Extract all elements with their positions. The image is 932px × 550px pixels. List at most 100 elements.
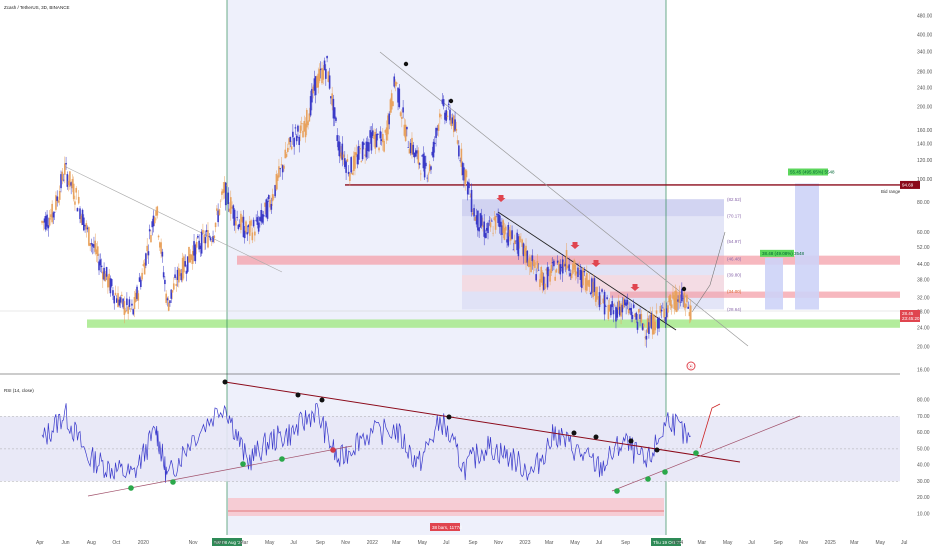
candle-body (264, 202, 266, 207)
alert-icon[interactable] (686, 361, 696, 371)
sell-arrow-3[interactable] (630, 284, 640, 291)
candle-body (123, 301, 126, 315)
rsi-peak-dot-2[interactable] (319, 397, 325, 403)
candle-body (648, 322, 650, 334)
rsi-peak-dot-3[interactable] (446, 414, 452, 420)
date-badge[interactable] (212, 538, 242, 546)
rsi-peak-dot-1[interactable] (295, 392, 301, 398)
candle-body (441, 99, 444, 104)
rsi-peak-dot-0[interactable] (222, 379, 228, 385)
candle-body (499, 221, 502, 227)
rsi-peak-dot-4[interactable] (571, 430, 577, 436)
target-box-1[interactable] (765, 257, 783, 310)
candle-body (232, 205, 235, 219)
pivot-dot-1[interactable] (448, 98, 454, 104)
candle-body (333, 107, 336, 119)
rsi-trough-dot-5[interactable] (645, 476, 651, 482)
rsi-trough-dot-0[interactable] (128, 485, 134, 491)
rsi-trough-dot-2[interactable] (240, 461, 246, 467)
sell-arrow-1[interactable] (570, 242, 580, 249)
rsi-tick: 70.00 (917, 414, 930, 420)
candle-body (164, 279, 166, 285)
target-box-2[interactable] (795, 183, 819, 310)
candle-body (317, 73, 320, 88)
rsi-trough-dot-1[interactable] (170, 479, 176, 485)
price-axis[interactable] (900, 0, 932, 535)
x-tick: Aug (87, 540, 96, 546)
candle-body (185, 270, 188, 274)
candle-body (508, 229, 511, 237)
rsi-range-box[interactable] (228, 498, 664, 516)
rsi-tick: 60.00 (917, 430, 930, 436)
rsi-trend-down[interactable] (224, 381, 741, 463)
candle-body (484, 233, 487, 238)
rsi-peak-dot-5[interactable] (593, 434, 599, 440)
candle-body (62, 179, 65, 181)
candle-body (496, 213, 498, 215)
candle-body (545, 268, 548, 271)
price-tick: 240.00 (917, 86, 932, 92)
candle-body (210, 241, 213, 242)
candle-body (76, 208, 79, 212)
candle-body (42, 221, 45, 223)
candle-body (602, 298, 605, 304)
resistance-zone[interactable] (237, 255, 900, 265)
price-tick: 24.00 (917, 325, 930, 331)
candle-body (224, 182, 227, 206)
target-label-1[interactable] (760, 249, 794, 257)
level-badge[interactable] (900, 180, 920, 189)
candle-body (70, 182, 72, 186)
candle-body (399, 112, 402, 116)
candle-body (56, 196, 59, 202)
candle-body (574, 264, 577, 276)
rsi-title: RSI (14, close) (4, 388, 34, 393)
date-badge[interactable] (651, 538, 681, 546)
rsi-trough-dot-4[interactable] (614, 488, 620, 494)
candle-body (162, 272, 165, 278)
near-resistance-band[interactable] (610, 291, 900, 298)
candle-body (675, 291, 678, 312)
rsi-peak-dot-7[interactable] (654, 447, 660, 453)
candle-body (74, 201, 76, 205)
pivot-dot-0[interactable] (403, 61, 409, 67)
candle-body (312, 86, 314, 94)
price-tick: 52.00 (917, 245, 930, 251)
candle-body (591, 278, 593, 293)
candle-body (522, 243, 525, 257)
rsi-red-dot[interactable] (330, 447, 336, 453)
pivot-dot-2[interactable] (681, 286, 687, 292)
rsi-trough-dot-3[interactable] (279, 456, 285, 462)
rsi-trough-dot-6[interactable] (662, 469, 668, 475)
last-price-badge[interactable] (900, 310, 920, 322)
support-zone[interactable] (87, 319, 900, 328)
sell-arrow-2[interactable] (591, 260, 601, 267)
rsi-range-badge[interactable] (430, 523, 460, 531)
candle-body (593, 278, 596, 293)
rsi-trend-up-right[interactable] (611, 415, 801, 492)
rsi-peak-dot-6[interactable] (628, 438, 634, 444)
candle-body (141, 272, 143, 280)
candle-body (364, 154, 366, 156)
candle-body (632, 304, 635, 308)
price-tick: 16.00 (917, 368, 930, 374)
rsi-trough-dot-7[interactable] (693, 450, 699, 456)
candle-body (357, 146, 360, 160)
projection-path[interactable] (691, 231, 726, 313)
candle-body (58, 190, 61, 200)
candle-body (302, 130, 304, 138)
target-label-2[interactable] (788, 168, 828, 176)
trendline-left[interactable] (63, 165, 283, 273)
candle-body (250, 220, 252, 226)
candle-body (689, 305, 692, 321)
sell-arrow-0[interactable] (496, 195, 506, 202)
candle-body (474, 217, 477, 221)
candle-body (578, 268, 581, 269)
fib-label-1: (70.17) (727, 214, 742, 219)
candle-body (452, 115, 455, 133)
candle-body (290, 146, 293, 150)
candle-body (181, 257, 184, 281)
candle-body (65, 162, 67, 165)
rsi-projection[interactable] (699, 403, 721, 449)
candle-body (412, 144, 415, 155)
